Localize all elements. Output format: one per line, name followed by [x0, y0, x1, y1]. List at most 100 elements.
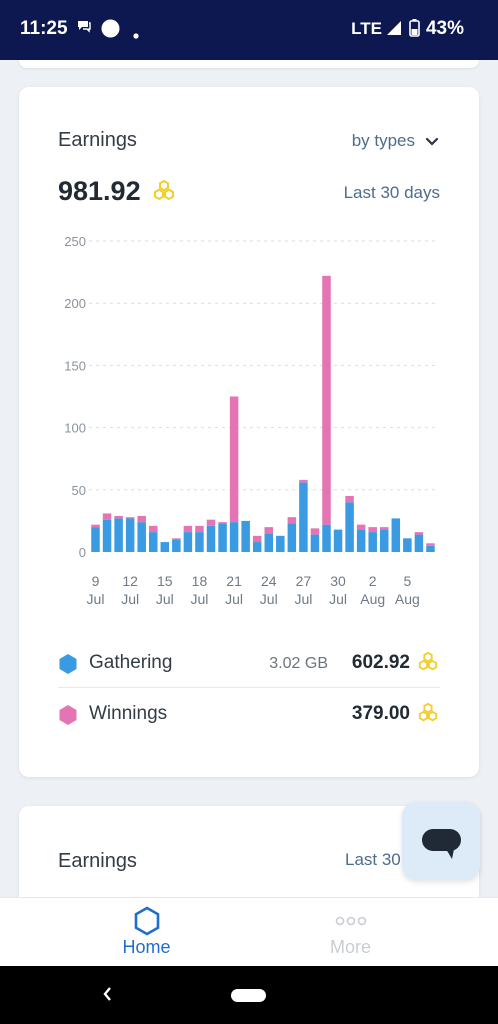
bar-winnings[interactable]	[183, 525, 193, 533]
battery-percent: 43%	[425, 18, 464, 39]
y-tick-label: 0	[79, 545, 86, 560]
bar-gathering[interactable]	[172, 539, 181, 552]
nav-home[interactable]: Home	[22, 898, 271, 967]
bar-gathering[interactable]	[299, 482, 308, 552]
network-type: LTE	[351, 19, 382, 38]
status-time: 11:25	[20, 18, 68, 39]
bar-winnings[interactable]	[356, 524, 366, 530]
bar-gathering[interactable]	[160, 542, 170, 552]
x-tick-day: 21	[226, 573, 242, 589]
more-dots-icon	[335, 916, 366, 926]
bar-gathering[interactable]	[195, 532, 204, 552]
bar-winnings[interactable]	[310, 528, 320, 535]
bar-winnings[interactable]	[102, 513, 112, 520]
bar-gathering[interactable]	[264, 533, 274, 552]
bar-winnings[interactable]	[252, 535, 262, 543]
circle-notification-icon	[101, 19, 120, 43]
honeycomb-coin-icon	[151, 179, 177, 208]
x-tick-month: Jul	[329, 591, 347, 607]
x-tick-day: 12	[122, 573, 138, 589]
x-tick-day: 9	[92, 573, 100, 589]
bar-gathering[interactable]	[125, 518, 135, 552]
bar-gathering[interactable]	[276, 535, 285, 552]
bar-gathering[interactable]	[414, 534, 424, 552]
bar-winnings[interactable]	[149, 525, 158, 533]
legend-label: Gathering	[89, 652, 173, 673]
bar-gathering[interactable]	[206, 525, 216, 552]
bar-gathering[interactable]	[91, 527, 100, 552]
y-tick-label: 250	[64, 234, 86, 249]
more-notifications-dot-icon	[133, 26, 139, 44]
bar-gathering[interactable]	[333, 529, 343, 552]
bar-winnings[interactable]	[206, 519, 216, 526]
bar-gathering[interactable]	[368, 532, 377, 552]
bar-gathering[interactable]	[114, 518, 123, 552]
card-title: Earnings	[58, 129, 137, 151]
x-tick-day: 18	[192, 573, 208, 589]
bar-winnings[interactable]	[172, 538, 181, 540]
bar-winnings[interactable]	[380, 527, 389, 530]
bar-winnings[interactable]	[426, 543, 435, 546]
bar-gathering[interactable]	[183, 532, 193, 552]
x-tick-day: 30	[330, 573, 346, 589]
card2-title: Earnings	[58, 850, 137, 872]
chat-support-button[interactable]	[402, 802, 480, 880]
bar-gathering[interactable]	[149, 532, 158, 552]
bar-winnings[interactable]	[195, 525, 204, 533]
bar-gathering[interactable]	[391, 518, 401, 552]
y-tick-label: 100	[64, 421, 86, 436]
bar-gathering[interactable]	[345, 502, 354, 552]
bar-winnings[interactable]	[299, 479, 308, 483]
x-tick-day: 27	[296, 573, 312, 589]
y-tick-label: 150	[64, 358, 86, 373]
bar-gathering[interactable]	[287, 523, 297, 552]
bar-winnings[interactable]	[114, 515, 123, 519]
x-tick-month: Jul	[87, 591, 105, 607]
bar-gathering[interactable]	[252, 542, 262, 552]
bar-winnings[interactable]	[229, 396, 239, 523]
bar-gathering[interactable]	[356, 529, 366, 552]
bar-gathering[interactable]	[137, 522, 146, 552]
bar-gathering[interactable]	[426, 545, 435, 552]
x-tick-month: Aug	[360, 591, 385, 607]
earnings-card: Earnings by types 981.92 Last 30 days 0 5…	[19, 87, 479, 777]
type-filter-dropdown[interactable]: by types	[352, 131, 439, 152]
home-pill-icon[interactable]	[231, 989, 266, 1002]
bar-gathering[interactable]	[241, 520, 250, 552]
bar-gathering[interactable]	[218, 523, 227, 552]
legend-amount: 602.92	[351, 652, 410, 673]
bar-winnings[interactable]	[91, 524, 100, 528]
bar-gathering[interactable]	[403, 538, 412, 552]
bar-winnings[interactable]	[368, 527, 377, 533]
period-selector[interactable]: Last 30 days	[343, 183, 440, 202]
x-tick-day: 5	[403, 573, 411, 589]
status-bar: 11:25 LTE 43%	[0, 0, 498, 60]
y-tick-label: 50	[72, 483, 86, 498]
total-earnings: 981.92	[58, 176, 141, 206]
honeycomb-coin-icon	[416, 651, 440, 678]
bar-winnings[interactable]	[218, 522, 227, 524]
bar-gathering[interactable]	[310, 534, 320, 552]
gathering-hexagon-icon	[58, 653, 78, 680]
card2-period-selector[interactable]: Last 30	[345, 850, 401, 869]
honeycomb-coin-icon	[416, 702, 440, 729]
x-tick-month: Jul	[121, 591, 139, 607]
bar-gathering[interactable]	[102, 519, 112, 552]
earnings-bar-chart: 0 50 100 150 200 250 9 Jul 12 Jul 15 Jul 18 Jul 21 Jul 2…	[64, 234, 439, 607]
nav-more[interactable]: More	[226, 898, 475, 967]
system-navigation-bar	[0, 966, 498, 1024]
x-tick-month: Jul	[225, 591, 243, 607]
bar-gathering[interactable]	[229, 522, 239, 552]
bar-gathering[interactable]	[322, 524, 331, 552]
bar-gathering[interactable]	[380, 529, 389, 552]
bar-winnings[interactable]	[125, 517, 135, 519]
x-tick-month: Aug	[395, 591, 420, 607]
bar-winnings[interactable]	[414, 532, 424, 535]
bar-winnings[interactable]	[345, 496, 354, 503]
bar-winnings[interactable]	[287, 517, 297, 524]
signal-icon	[386, 20, 402, 41]
back-icon[interactable]	[100, 984, 114, 1009]
bar-winnings[interactable]	[322, 275, 331, 525]
bar-winnings[interactable]	[264, 527, 274, 534]
bar-winnings[interactable]	[137, 515, 146, 523]
